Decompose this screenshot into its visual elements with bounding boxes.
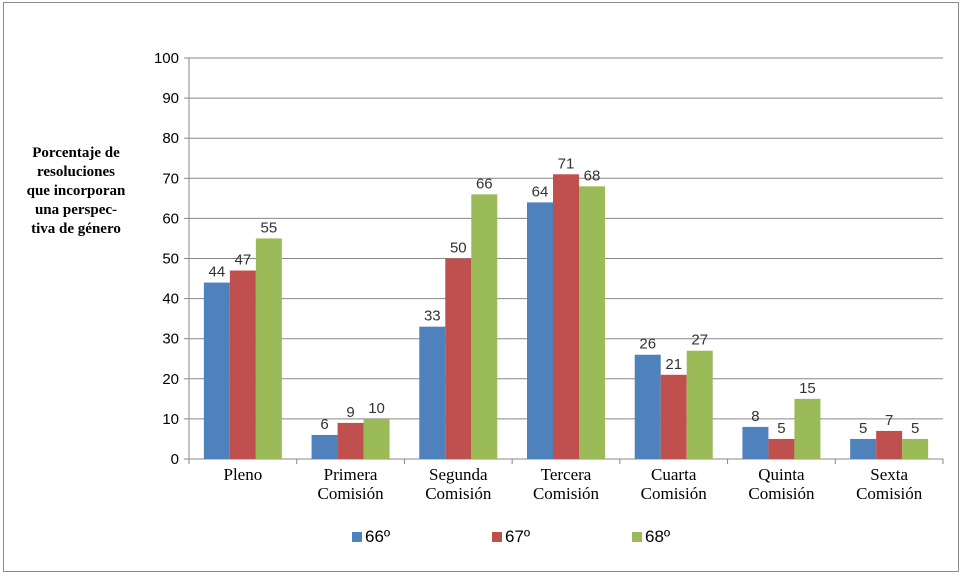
bar [634, 354, 661, 459]
data-label: 71 [558, 155, 575, 172]
bar [876, 430, 903, 459]
bar [311, 434, 338, 459]
data-label: 33 [424, 308, 441, 325]
bar [660, 374, 687, 459]
data-label: 68 [584, 167, 601, 184]
bar [445, 258, 472, 459]
category-label: Tercera [541, 465, 592, 484]
bar [686, 350, 713, 459]
y-tick-label: 100 [154, 50, 179, 67]
y-tick-label: 10 [162, 411, 179, 428]
data-label: 15 [799, 380, 816, 397]
y-tick-label: 70 [162, 170, 179, 187]
bar [742, 426, 769, 459]
bar [794, 398, 821, 459]
y-tick-label: 60 [162, 210, 179, 227]
data-label: 27 [691, 332, 708, 349]
bar [203, 282, 230, 459]
category-label: Comisión [641, 484, 708, 503]
y-axis-label: Porcentaje de resoluciones que incorporan u… [6, 144, 146, 239]
y-axis-label-line: tiva de género [31, 221, 121, 237]
data-label: 64 [532, 183, 549, 200]
y-axis-label-line: Porcentaje de [32, 145, 120, 161]
data-label: 9 [346, 404, 354, 421]
data-label: 44 [209, 264, 226, 281]
bar [363, 418, 390, 459]
y-tick-label: 40 [162, 291, 179, 308]
bar [471, 194, 498, 459]
bar [255, 238, 282, 459]
y-tick-label: 50 [162, 251, 179, 268]
bar [850, 438, 877, 459]
category-label: Sexta [870, 465, 908, 484]
bar [553, 174, 579, 460]
category-label: Quinta [758, 465, 805, 484]
bar [768, 438, 795, 459]
y-axis-label-line: resoluciones [36, 164, 116, 180]
category-label: Comisión [748, 484, 815, 503]
data-label: 8 [751, 408, 759, 425]
category-label: Primera [324, 465, 378, 484]
legend-label: 66º [365, 527, 390, 546]
y-tick-label: 30 [162, 331, 179, 348]
legend-label: 68º [645, 527, 670, 546]
bar [337, 422, 364, 459]
bar [229, 270, 256, 459]
category-label: Comisión [533, 484, 600, 503]
data-label: 55 [261, 219, 278, 236]
y-tick-label: 0 [171, 451, 179, 468]
data-label: 10 [368, 400, 385, 417]
y-axis-label-line: una perspec- [34, 202, 118, 218]
category-label: Segunda [429, 465, 488, 484]
y-tick-label: 20 [162, 371, 179, 388]
category-label: Comisión [425, 484, 492, 503]
legend-label: 67º [505, 527, 530, 546]
data-label: 21 [665, 356, 682, 373]
legend-swatch [492, 532, 502, 542]
legend-swatch [352, 532, 362, 542]
category-label: Cuarta [651, 465, 697, 484]
data-label: 47 [235, 252, 252, 269]
data-label: 5 [859, 420, 867, 437]
data-label: 50 [450, 240, 467, 257]
data-label: 66 [476, 175, 493, 192]
bar [419, 326, 446, 459]
data-label: 5 [911, 420, 919, 437]
bar [527, 202, 553, 460]
data-label: 6 [320, 416, 328, 433]
bar [579, 186, 605, 459]
y-tick-label: 90 [162, 90, 179, 107]
data-label: 26 [639, 336, 656, 353]
y-axis-label-line: que incorporan [26, 183, 126, 199]
category-label: Pleno [223, 465, 262, 484]
data-label: 7 [885, 412, 893, 429]
category-label: Comisión [856, 484, 923, 503]
category-label: Comisión [318, 484, 385, 503]
y-tick-label: 80 [162, 130, 179, 147]
bar [902, 438, 929, 459]
data-label: 5 [777, 420, 785, 437]
legend-swatch [632, 532, 642, 542]
